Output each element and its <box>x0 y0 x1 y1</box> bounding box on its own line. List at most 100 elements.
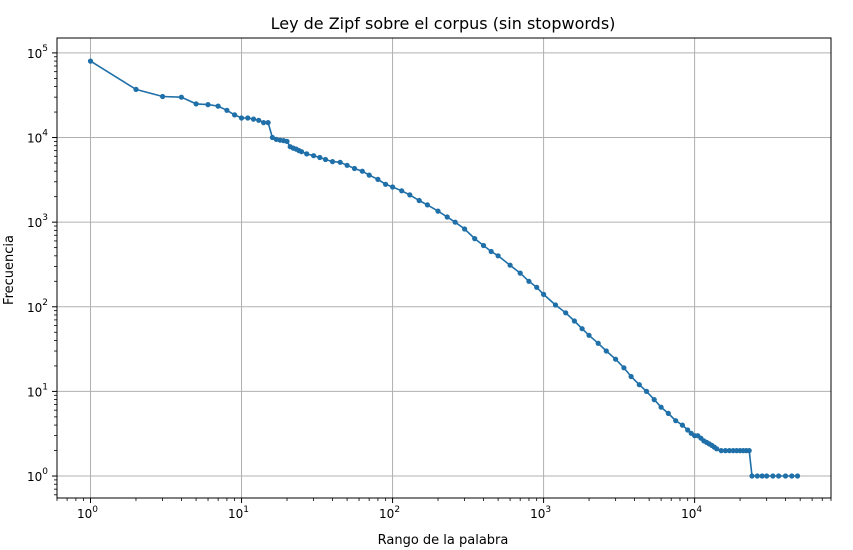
data-point <box>789 473 795 479</box>
data-point <box>311 153 317 159</box>
data-point <box>256 117 262 123</box>
data-point <box>250 116 257 122</box>
y-axis-ticks: 100 101 102 103 104 105 <box>27 44 57 496</box>
data-point <box>444 214 450 220</box>
data-point <box>579 326 585 332</box>
x-tick-label: 103 <box>530 505 551 521</box>
data-point <box>665 410 671 416</box>
data-point <box>749 473 755 479</box>
data-point <box>322 156 329 163</box>
data-point <box>685 427 691 433</box>
data-point <box>205 102 211 108</box>
data-point <box>133 86 139 92</box>
data-point <box>534 284 540 290</box>
x-tick-label: 101 <box>228 505 249 521</box>
x-axis-label: Rango de la palabra <box>378 533 509 548</box>
data-point <box>383 181 389 187</box>
data-point <box>407 192 413 198</box>
data-point <box>586 332 592 338</box>
data-point <box>718 448 724 454</box>
data-point <box>759 473 765 479</box>
data-point <box>462 226 468 232</box>
data-point <box>299 149 305 155</box>
data-point <box>651 397 657 403</box>
data-point <box>390 184 396 190</box>
data-point <box>424 202 430 208</box>
data-point <box>636 382 642 388</box>
data-point <box>178 94 184 100</box>
plot-area <box>87 58 801 479</box>
y-tick-label: 104 <box>27 129 48 146</box>
data-point <box>366 172 372 178</box>
y-tick-label: 100 <box>27 467 48 484</box>
data-point <box>480 242 487 249</box>
data-point <box>621 365 627 371</box>
data-point <box>435 208 441 214</box>
data-point <box>359 168 365 174</box>
data-point <box>794 473 801 479</box>
data-point <box>603 348 609 354</box>
data-point <box>507 262 513 268</box>
data-point <box>571 318 578 324</box>
data-point <box>472 236 478 242</box>
data-point <box>351 165 358 172</box>
axes-frame <box>56 37 832 499</box>
y-tick-label: 101 <box>27 382 48 399</box>
data-point <box>452 219 458 225</box>
data-point <box>746 448 752 454</box>
data-point <box>643 388 650 394</box>
data-point <box>317 154 323 161</box>
data-point <box>628 373 634 380</box>
data-point <box>782 473 789 479</box>
data-point <box>337 159 343 165</box>
data-point <box>87 58 94 64</box>
y-tick-label: 103 <box>27 213 48 230</box>
data-point <box>595 340 601 346</box>
data-point <box>658 404 664 410</box>
data-point <box>722 448 729 454</box>
chart-title: Ley de Zipf sobre el corpus (sin stopwor… <box>271 14 616 33</box>
data-point <box>488 248 494 255</box>
data-point <box>673 418 679 424</box>
data-point <box>552 302 559 308</box>
data-point <box>541 291 547 297</box>
data-point <box>754 473 760 479</box>
x-tick-label: 104 <box>681 505 702 521</box>
data-point <box>679 422 686 428</box>
axes-border <box>56 37 832 499</box>
data-point <box>284 138 290 144</box>
data-point <box>375 176 381 182</box>
data-point <box>613 356 619 362</box>
data-point <box>238 115 245 121</box>
data-point <box>714 446 720 452</box>
data-point <box>517 270 523 276</box>
data-point <box>261 120 267 126</box>
x-axis-ticks: 100 101 102 103 104 <box>56 498 832 521</box>
y-tick-label: 102 <box>27 298 48 315</box>
data-point <box>245 115 251 121</box>
data-point <box>304 151 310 157</box>
data-point <box>526 278 532 284</box>
data-point <box>399 188 405 194</box>
data-point <box>764 473 770 479</box>
data-point <box>224 107 230 113</box>
data-point <box>215 103 221 109</box>
y-axis-label: Frecuencia <box>2 235 17 305</box>
data-point <box>776 473 782 479</box>
data-point <box>329 159 336 165</box>
series-line <box>90 60 798 477</box>
data-point <box>726 448 733 454</box>
data-point <box>269 134 275 141</box>
x-tick-label: 102 <box>379 505 400 521</box>
data-point <box>265 120 271 126</box>
gridlines <box>57 38 831 498</box>
data-point <box>232 112 238 118</box>
data-point <box>563 310 569 316</box>
data-point <box>193 101 199 107</box>
y-tick-label: 105 <box>27 44 48 61</box>
data-point <box>495 253 501 259</box>
data-point <box>160 93 166 100</box>
data-point <box>344 162 350 168</box>
data-point <box>416 197 422 204</box>
